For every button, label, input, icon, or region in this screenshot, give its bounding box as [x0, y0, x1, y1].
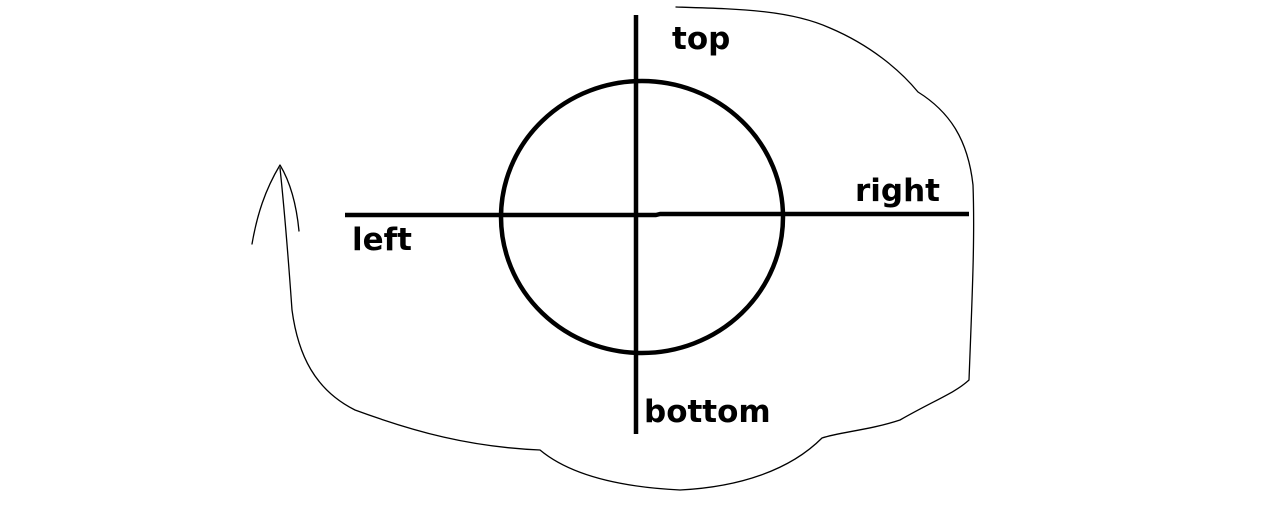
label-left: left [352, 222, 412, 258]
curved-rotation-arrow [279, 6, 975, 491]
arrowhead-icon [251, 164, 300, 245]
label-top: top [672, 21, 731, 57]
label-bottom: bottom [644, 394, 771, 430]
horizontal-axis-line [345, 211, 969, 218]
label-right: right [855, 173, 940, 209]
